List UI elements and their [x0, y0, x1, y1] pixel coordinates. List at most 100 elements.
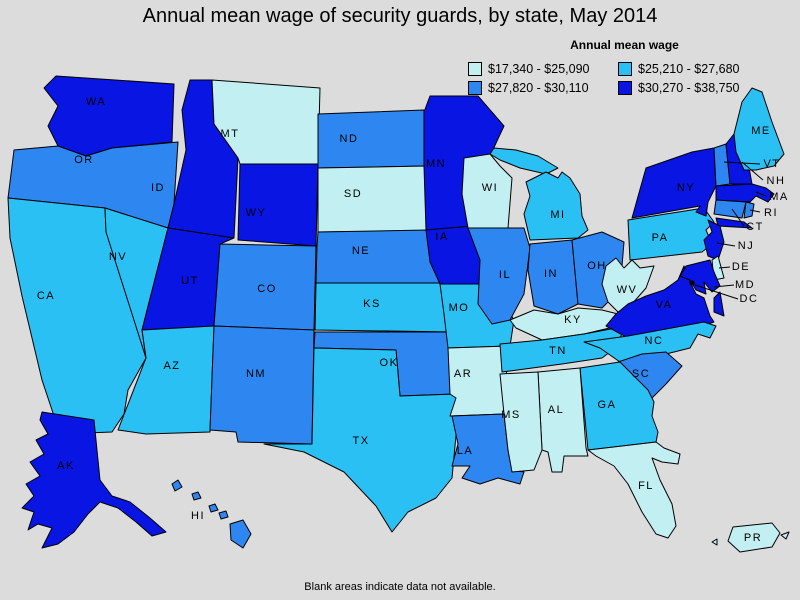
footnote: Blank areas indicate data not available.: [304, 581, 496, 593]
state-hi-island-5[interactable]: [229, 519, 252, 549]
state-hi-island-2[interactable]: [191, 491, 202, 501]
state-fl[interactable]: [587, 441, 681, 539]
state-nm[interactable]: [209, 325, 315, 445]
state-label-ia: IA: [435, 231, 448, 243]
state-mi[interactable]: [523, 171, 589, 241]
state-label-or: OR: [74, 154, 94, 166]
state-label-ga: GA: [598, 399, 617, 411]
state-label-id: ID: [151, 182, 165, 194]
state-ri[interactable]: [743, 201, 755, 219]
state-label-tn: TN: [549, 345, 567, 357]
state-label-sc: SC: [632, 368, 650, 380]
state-label-vt: VT: [763, 158, 780, 170]
state-va-eastern-shore[interactable]: [713, 291, 725, 317]
state-label-nj: NJ: [738, 240, 754, 252]
state-hi-island-4[interactable]: [218, 510, 229, 520]
leader-line-ct: [731, 208, 745, 227]
legend-title: Annual mean wage: [570, 38, 679, 52]
state-label-ca: CA: [37, 290, 55, 302]
state-wv[interactable]: [601, 257, 655, 313]
state-label-ct: CT: [746, 221, 764, 233]
leader-line-md: [713, 284, 735, 288]
state-label-de: DE: [732, 261, 750, 273]
state-label-az: AZ: [163, 360, 180, 372]
state-ms[interactable]: [499, 371, 543, 473]
territory-pr-islet-east[interactable]: [780, 531, 790, 540]
state-label-ut: UT: [181, 275, 199, 287]
state-hi-island-3[interactable]: [208, 503, 219, 513]
state-label-va: VA: [656, 299, 673, 311]
state-ak[interactable]: [21, 411, 167, 549]
state-ct[interactable]: [713, 199, 747, 219]
legend-swatch-bin4: [618, 81, 632, 95]
leader-line-nh: [741, 161, 764, 181]
state-label-wv: WV: [617, 284, 638, 296]
state-label-il: IL: [499, 269, 511, 281]
state-label-dc: DC: [740, 293, 759, 305]
legend-label-bin4: $30,270 - $38,750: [638, 81, 740, 95]
state-label-hi: HI: [191, 510, 205, 522]
state-al[interactable]: [537, 367, 589, 473]
state-label-ky: KY: [564, 314, 582, 326]
state-label-tx: TX: [352, 435, 369, 447]
state-label-md: MD: [735, 279, 755, 291]
state-tx[interactable]: [263, 347, 459, 533]
leader-line-de: [718, 266, 731, 269]
state-wy[interactable]: [237, 163, 319, 247]
state-label-ak: AK: [57, 460, 75, 472]
legend-item: $25,210 - $27,680: [618, 62, 797, 76]
legend: Annual mean wage $17,340 - $25,090 $25,2…: [452, 38, 797, 95]
legend-label-bin1: $17,340 - $25,090: [488, 62, 590, 76]
state-ny-long-island[interactable]: [715, 217, 753, 229]
state-label-ms: MS: [501, 409, 521, 421]
state-label-wy: WY: [246, 207, 267, 219]
state-label-nc: NC: [645, 335, 664, 347]
dc-marker[interactable]: [689, 280, 695, 286]
state-hi-island-1[interactable]: [171, 479, 183, 492]
state-ny[interactable]: [631, 147, 717, 219]
state-nj[interactable]: [703, 219, 725, 261]
legend-item: $17,340 - $25,090: [468, 62, 618, 76]
state-label-fl: FL: [638, 480, 654, 492]
state-label-sd: SD: [344, 188, 362, 200]
state-wi[interactable]: [461, 153, 513, 229]
leader-line-vt: [723, 161, 761, 165]
state-label-wa: WA: [86, 96, 106, 108]
state-sd[interactable]: [317, 165, 431, 233]
state-me[interactable]: [733, 87, 785, 171]
state-label-wi: WI: [482, 182, 498, 194]
territory-pr-islet-west[interactable]: [711, 538, 718, 546]
state-label-nh: NH: [767, 175, 786, 187]
state-label-oh: OH: [587, 260, 607, 272]
state-nd[interactable]: [317, 109, 427, 169]
page-title: Annual mean wage of security guards, by …: [142, 5, 658, 27]
legend-label-bin2: $25,210 - $27,680: [638, 62, 740, 76]
state-label-pr: PR: [744, 532, 762, 544]
state-va[interactable]: [605, 265, 715, 339]
state-label-in: IN: [544, 268, 558, 280]
state-ma[interactable]: [715, 183, 775, 203]
leader-line-ma: [755, 191, 767, 197]
state-label-nv: NV: [109, 251, 127, 263]
state-label-mn: MN: [426, 158, 446, 170]
state-tn[interactable]: [499, 325, 625, 373]
state-label-ar: AR: [454, 368, 472, 380]
legend-item: $30,270 - $38,750: [618, 81, 797, 95]
state-label-ne: NE: [352, 245, 370, 257]
state-nc[interactable]: [583, 321, 717, 363]
state-label-ri: RI: [764, 207, 778, 219]
state-label-la: LA: [457, 445, 473, 457]
state-label-mt: MT: [221, 128, 240, 140]
territory-pr[interactable]: [727, 522, 781, 553]
state-label-ok: OK: [380, 357, 399, 369]
leader-line-ri: [749, 209, 761, 213]
state-ks[interactable]: [314, 282, 457, 333]
leader-line-nj: [716, 242, 736, 247]
legend-swatch-bin1: [468, 62, 482, 76]
legend-grid: $17,340 - $25,090 $25,210 - $27,680 $27,…: [452, 62, 797, 95]
state-label-al: AL: [548, 404, 564, 416]
legend-swatch-bin2: [618, 62, 632, 76]
state-label-co: CO: [257, 283, 277, 295]
